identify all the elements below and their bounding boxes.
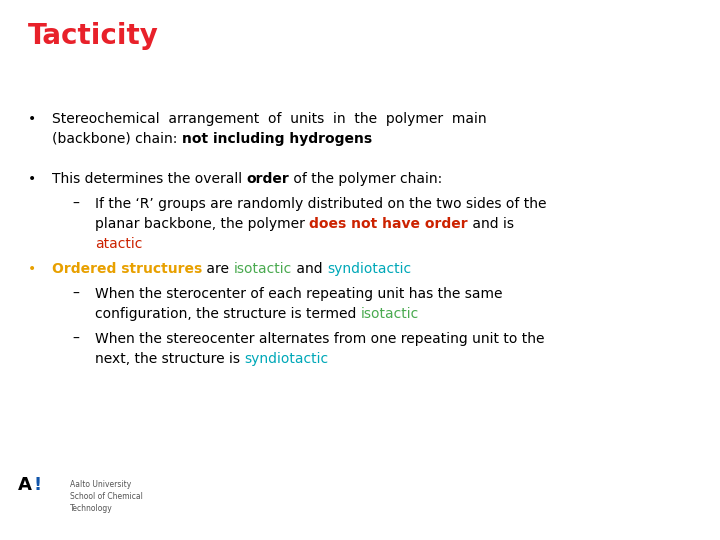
Text: This determines the overall: This determines the overall [52, 172, 246, 186]
Text: A: A [18, 476, 32, 494]
Text: If the ‘R’ groups are randomly distributed on the two sides of the: If the ‘R’ groups are randomly distribut… [95, 197, 546, 211]
Text: not including hydrogens: not including hydrogens [181, 132, 372, 146]
Text: syndiotactic: syndiotactic [244, 352, 328, 366]
Text: and: and [292, 262, 327, 276]
Text: isotactic: isotactic [361, 307, 419, 321]
Text: next, the structure is: next, the structure is [95, 352, 244, 366]
Text: syndiotactic: syndiotactic [327, 262, 411, 276]
Text: planar backbone, the polymer: planar backbone, the polymer [95, 217, 310, 231]
Text: of the polymer chain:: of the polymer chain: [289, 172, 443, 186]
Text: isotactic: isotactic [233, 262, 292, 276]
Text: –: – [72, 332, 79, 346]
Text: School of Chemical: School of Chemical [70, 492, 143, 501]
Text: (backbone) chain:: (backbone) chain: [52, 132, 181, 146]
Text: and is: and is [468, 217, 514, 231]
Text: !: ! [34, 476, 42, 494]
Text: –: – [72, 287, 79, 301]
Text: configuration, the structure is termed: configuration, the structure is termed [95, 307, 361, 321]
Text: Aalto University: Aalto University [70, 480, 131, 489]
Text: Technology: Technology [70, 504, 113, 513]
Text: are: are [202, 262, 233, 276]
Text: •: • [28, 112, 36, 126]
Text: When the sterocenter of each repeating unit has the same: When the sterocenter of each repeating u… [95, 287, 503, 301]
Text: •: • [28, 262, 36, 276]
Text: does not have order: does not have order [310, 217, 468, 231]
Text: •: • [28, 172, 36, 186]
Text: order: order [246, 172, 289, 186]
Text: Ordered structures: Ordered structures [52, 262, 202, 276]
Text: When the stereocenter alternates from one repeating unit to the: When the stereocenter alternates from on… [95, 332, 544, 346]
Text: Tacticity: Tacticity [28, 22, 159, 50]
Text: Stereochemical  arrangement  of  units  in  the  polymer  main: Stereochemical arrangement of units in t… [52, 112, 487, 126]
Text: –: – [72, 197, 79, 211]
Text: atactic: atactic [95, 237, 143, 251]
